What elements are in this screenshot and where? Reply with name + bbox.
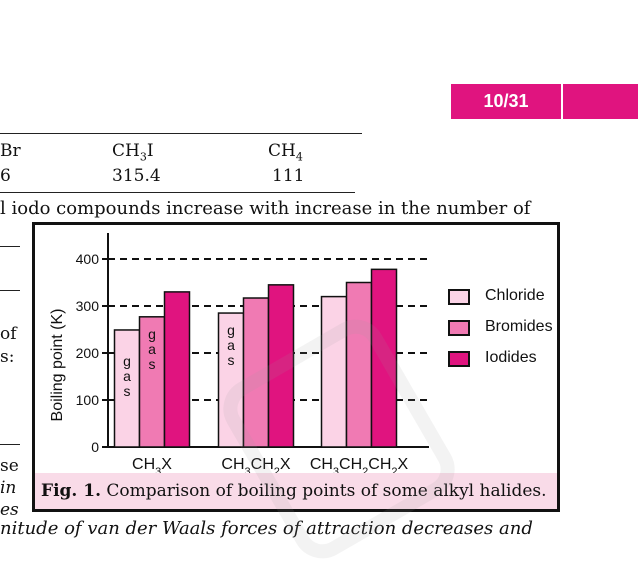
annotation-gas: s — [228, 352, 235, 368]
bar-chloride-1 — [217, 312, 245, 448]
bar-iodides-2 — [370, 268, 398, 448]
legend-label-iodides: Iodides — [485, 349, 537, 366]
page-number-badge: 10/31 — [451, 84, 638, 119]
caption-band: Fig. 1. Comparison of boiling points of … — [35, 473, 557, 509]
boiling-point-chart: Boiling point (K) 0 100 200 300 400 CH3X CH3C… — [49, 233, 429, 473]
y-tick-label: 400 — [76, 251, 100, 267]
table-value-br: 6 — [0, 166, 11, 186]
category-label: CH3CH2X — [221, 456, 290, 473]
bar-chloride-2 — [320, 295, 348, 448]
y-tick-label: 0 — [91, 439, 99, 455]
legend-label-chloride: Chloride — [485, 287, 545, 304]
y-axis-label: Boiling point (K) — [49, 309, 66, 422]
y-tick-label: 200 — [76, 345, 100, 361]
bar-chloride-0 — [113, 329, 141, 448]
left-rule-1 — [0, 246, 20, 247]
body-text-bottom-line: nitude of van der Waals forces of attrac… — [0, 518, 533, 539]
annotation-gas: s — [149, 356, 156, 372]
table-value-ch4: 111 — [272, 166, 305, 186]
left-fragment: se — [0, 456, 19, 476]
bar-iodides-1 — [267, 284, 295, 448]
annotation-gas: g — [227, 322, 235, 338]
body-text-line: l iodo compounds increase with increase … — [0, 198, 531, 219]
annotation-gas: g — [148, 326, 156, 342]
left-fragment: s: — [0, 347, 15, 367]
category-label: CH3CH2CH2X — [310, 456, 409, 473]
legend-swatch-chloride — [448, 289, 470, 305]
figure-caption: Fig. 1. Comparison of boiling points of … — [41, 481, 547, 501]
left-fragment: es — [0, 500, 19, 520]
bar-bromides-0 — [138, 316, 166, 448]
y-tick-label: 300 — [76, 298, 100, 314]
table-top-rule — [0, 133, 362, 134]
figure-box: Boiling point (K) 0 100 200 300 400 CH3X CH3C… — [32, 222, 560, 512]
annotation-gas: g — [123, 353, 131, 369]
annotation-gas: a — [148, 341, 156, 357]
annotation-gas: s — [124, 383, 131, 399]
legend-swatch-iodides — [448, 351, 470, 367]
table-header-ch4: CH4 — [268, 141, 303, 164]
table-value-ch3i: 315.4 — [112, 166, 161, 186]
badge-divider — [561, 84, 563, 119]
legend-label-bromides: Bromides — [485, 318, 553, 335]
left-rule-2 — [0, 290, 20, 291]
left-fragment: of — [0, 324, 17, 344]
left-rule-3 — [0, 444, 20, 445]
page-number: 10/31 — [483, 91, 529, 111]
legend-swatch-bromides — [448, 320, 470, 336]
category-label: CH3X — [132, 456, 172, 473]
table-header-br: Br — [0, 141, 21, 161]
y-tick-label: 100 — [76, 392, 100, 408]
bar-iodides-0 — [163, 291, 191, 448]
bar-bromides-1 — [242, 297, 270, 448]
annotation-gas: a — [227, 337, 235, 353]
table-header-ch3i: CH3I — [112, 141, 154, 164]
annotation-gas: a — [123, 368, 131, 384]
left-fragment: in — [0, 478, 17, 498]
table-bottom-rule — [0, 192, 355, 193]
